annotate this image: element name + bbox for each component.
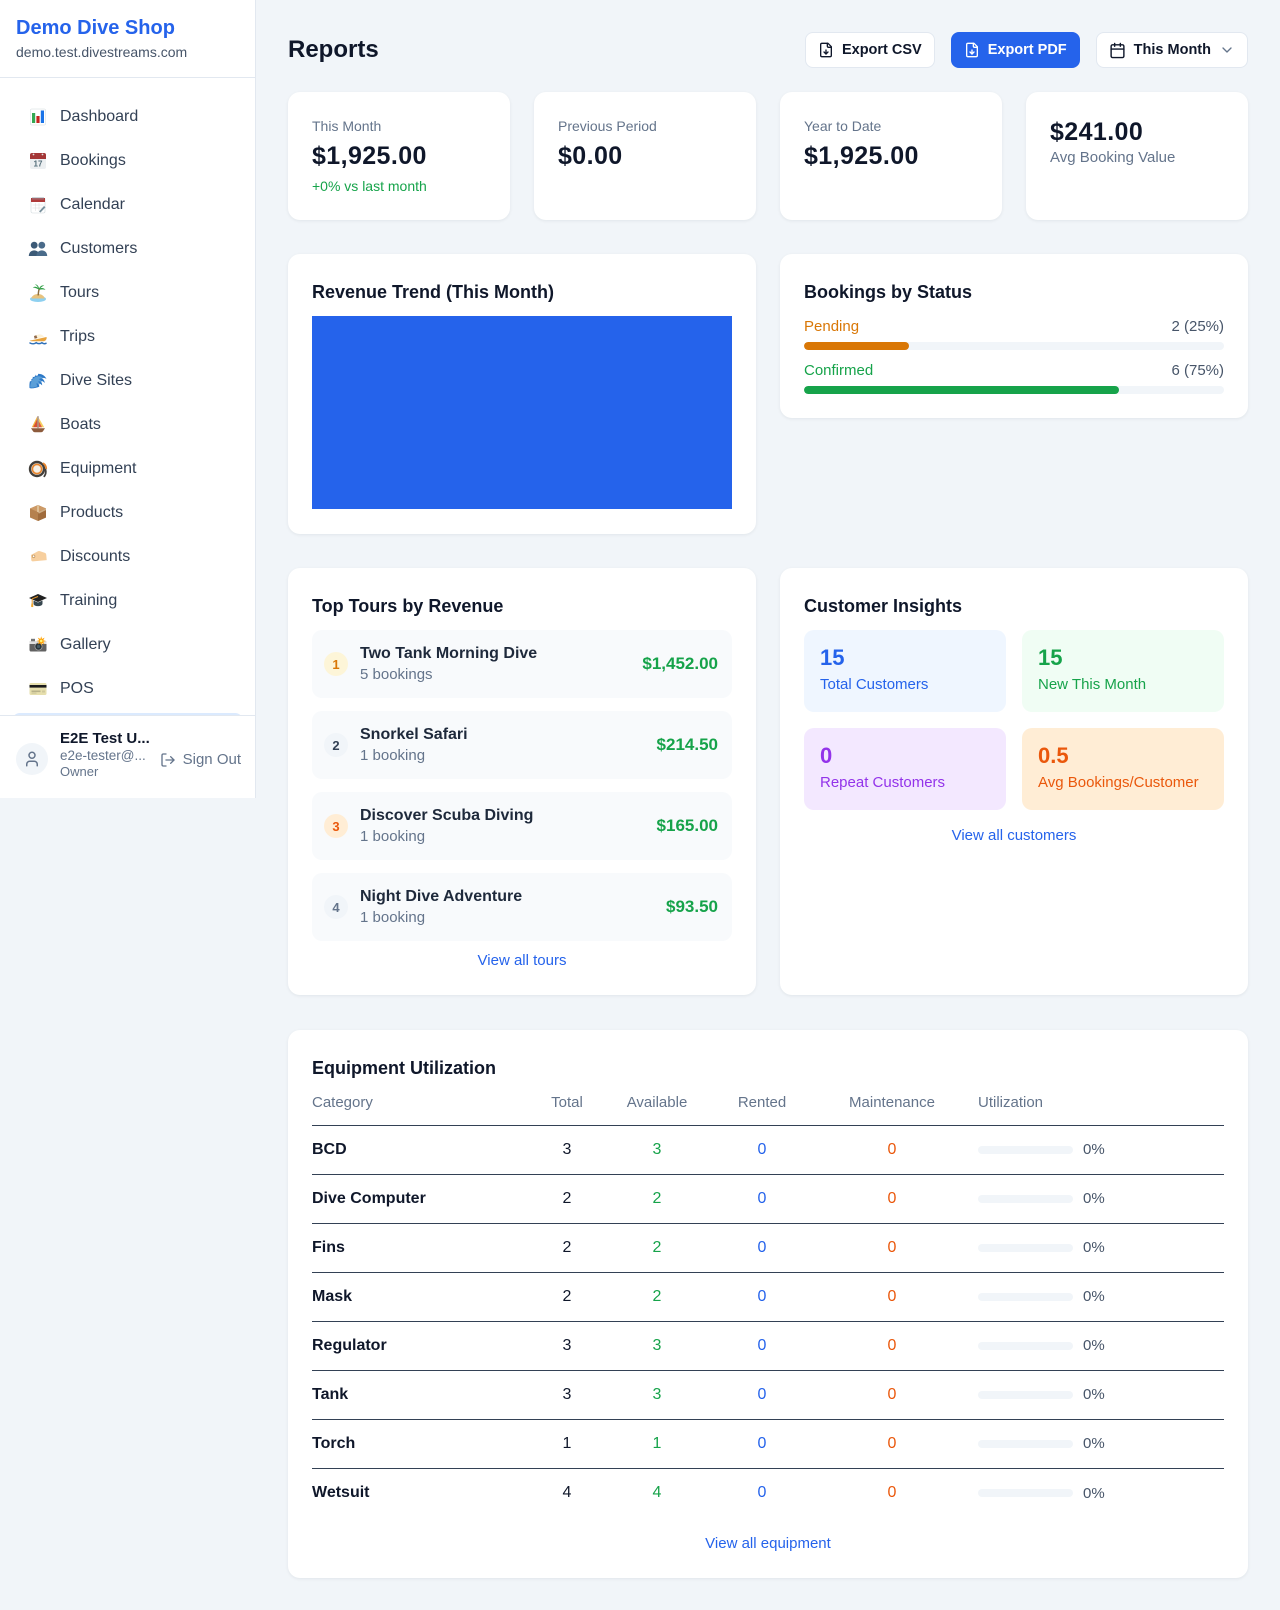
svg-text:17: 17 [34, 160, 43, 169]
